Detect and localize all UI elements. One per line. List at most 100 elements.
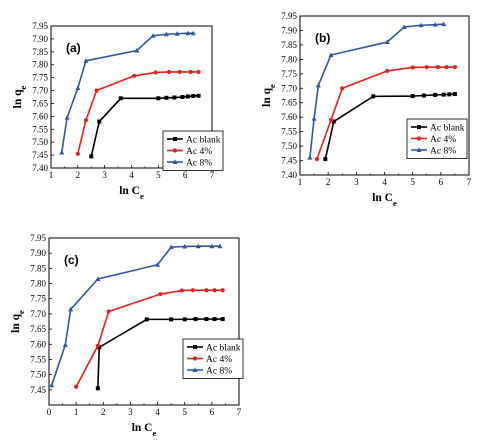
x-tick-label: 2 xyxy=(76,170,81,180)
data-point xyxy=(182,243,188,249)
y-tick-label: 7.60 xyxy=(32,111,48,121)
x-axis-title: ln Ce xyxy=(372,192,397,208)
data-point xyxy=(182,317,187,322)
x-tick-label: 2 xyxy=(101,407,106,417)
data-point xyxy=(191,93,196,98)
legend-label: Ac blank xyxy=(430,124,465,134)
y-tick-label: 7.70 xyxy=(32,86,48,96)
data-point xyxy=(204,288,209,293)
legend-swatch-marker xyxy=(416,147,422,152)
y-tick-label: 7.80 xyxy=(30,279,46,289)
legend-label: Ac blank xyxy=(206,344,241,354)
series-line-2 xyxy=(50,245,220,386)
y-tick-label: 7.75 xyxy=(32,73,48,83)
x-tick-label: 1 xyxy=(298,177,303,187)
data-point xyxy=(163,31,169,37)
data-point xyxy=(421,93,426,98)
data-point xyxy=(64,115,70,120)
data-point xyxy=(444,65,449,70)
data-point xyxy=(441,92,446,97)
data-point xyxy=(190,288,195,293)
data-point xyxy=(185,94,190,99)
data-point xyxy=(153,70,158,75)
data-point xyxy=(118,96,123,101)
data-point xyxy=(94,88,99,93)
y-tick-label: 7.65 xyxy=(32,98,48,108)
data-point xyxy=(217,243,223,249)
data-point xyxy=(97,119,102,124)
legend-label: Ac 8% xyxy=(206,367,232,377)
x-tick-label: 6 xyxy=(439,177,444,187)
data-point xyxy=(158,292,163,297)
data-point xyxy=(307,155,313,160)
data-point xyxy=(331,119,336,124)
legend-swatch-marker xyxy=(416,136,422,141)
x-tick-label: 7 xyxy=(467,177,472,187)
legend-label: Ac 4% xyxy=(430,135,456,145)
series-line-0 xyxy=(90,94,199,157)
data-point xyxy=(432,22,438,27)
panel-label: (a) xyxy=(66,41,81,55)
y-tick-label: 7.45 xyxy=(281,156,297,166)
y-tick-label: 7.95 xyxy=(30,233,46,243)
x-tick-label: 3 xyxy=(354,177,359,187)
y-tick-label: 7.75 xyxy=(30,294,46,304)
data-point xyxy=(59,149,65,155)
data-point xyxy=(83,118,88,123)
y-tick-label: 7.40 xyxy=(32,163,48,173)
legend-swatch-marker xyxy=(172,159,178,164)
data-point xyxy=(209,243,215,249)
legend-swatch-marker xyxy=(193,345,197,349)
data-point xyxy=(185,30,191,36)
x-tick-label: 5 xyxy=(182,407,187,417)
y-tick-label: 7.45 xyxy=(30,385,46,395)
data-point xyxy=(179,288,185,293)
y-tick-label: 7.95 xyxy=(32,21,48,31)
data-point xyxy=(371,94,376,99)
y-tick-label: 7.55 xyxy=(30,354,46,364)
data-point xyxy=(132,73,137,78)
data-point xyxy=(106,309,111,314)
legend-swatch-marker xyxy=(172,148,178,153)
data-point xyxy=(95,343,100,348)
x-tick-label: 3 xyxy=(102,170,107,180)
legend-swatch-marker xyxy=(417,125,421,129)
data-point xyxy=(410,94,415,99)
data-point xyxy=(447,92,452,97)
y-tick-label: 7.75 xyxy=(281,69,297,79)
data-point xyxy=(188,69,193,75)
y-tick-label: 7.95 xyxy=(281,11,297,21)
data-point xyxy=(168,244,174,250)
data-point xyxy=(166,69,172,75)
data-point xyxy=(174,31,180,36)
data-point xyxy=(311,116,317,121)
x-tick-label: 6 xyxy=(210,407,215,417)
x-axis-title: ln Ce xyxy=(119,185,144,201)
data-point xyxy=(74,384,79,389)
y-tick-label: 7.50 xyxy=(30,370,46,380)
y-axis-title: ln qe xyxy=(10,310,26,333)
legend-label: Ac 8% xyxy=(186,159,212,169)
data-point xyxy=(144,317,149,322)
y-tick-label: 7.60 xyxy=(281,112,297,122)
y-tick-label: 7.65 xyxy=(30,324,46,334)
data-point xyxy=(180,95,185,99)
y-tick-label: 7.70 xyxy=(30,309,46,319)
x-tick-label: 3 xyxy=(128,407,133,417)
data-point xyxy=(150,33,156,38)
x-tick-label: 1 xyxy=(74,407,79,417)
legend-label: Ac 4% xyxy=(206,355,232,365)
x-tick-label: 2 xyxy=(326,177,331,187)
data-point xyxy=(441,21,447,27)
data-point xyxy=(204,317,209,322)
data-point xyxy=(89,154,94,159)
x-tick-label: 4 xyxy=(155,407,160,417)
data-point xyxy=(164,95,169,100)
y-tick-label: 7.90 xyxy=(32,34,48,44)
data-point xyxy=(452,92,457,97)
data-point xyxy=(424,65,429,70)
x-tick-label: 5 xyxy=(410,177,415,187)
